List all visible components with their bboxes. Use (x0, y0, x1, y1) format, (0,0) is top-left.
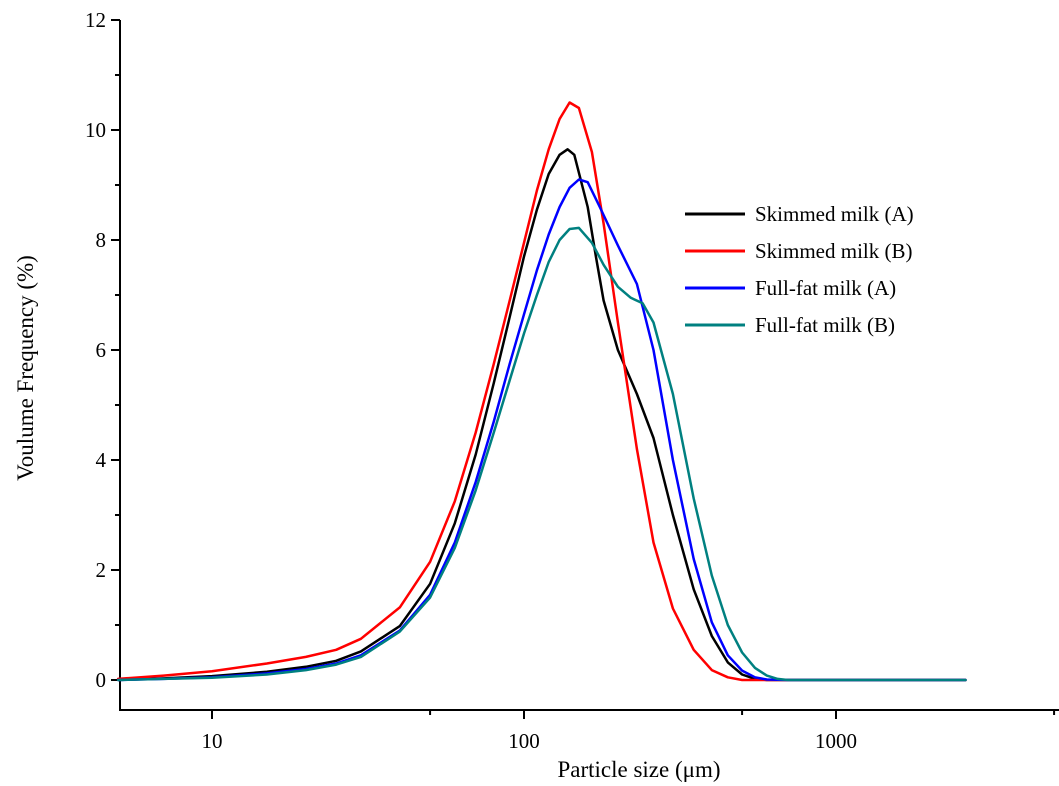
y-tick-label: 10 (85, 118, 106, 142)
x-tick-label: 100 (508, 729, 540, 753)
series-line-2 (116, 101, 967, 682)
series-line-4 (116, 226, 967, 682)
y-tick-label: 12 (85, 8, 106, 32)
series-line-3 (116, 178, 967, 682)
x-tick-label: 10 (202, 729, 223, 753)
series-lines (116, 101, 967, 682)
legend-label-1: Skimmed milk (A) (755, 202, 914, 226)
y-ticks: 0 2 4 6 8 10 12 (85, 8, 120, 692)
x-tick-label: 1000 (815, 729, 857, 753)
y-tick-label: 6 (96, 338, 107, 362)
legend-label-2: Skimmed milk (B) (755, 239, 913, 263)
x-axis-title: Particle size (μm) (557, 757, 720, 782)
y-axis-title: Voulume Frequency (%) (13, 255, 38, 481)
y-tick-label: 4 (96, 448, 107, 472)
y-tick-label: 2 (96, 558, 107, 582)
legend: Skimmed milk (A) Skimmed milk (B) Full-fat… (685, 202, 914, 337)
series-line-1 (116, 148, 967, 682)
y-tick-label: 8 (96, 228, 107, 252)
legend-label-4: Full-fat milk (B) (755, 313, 895, 337)
x-ticks: 10 100 1000 (202, 710, 1056, 753)
legend-label-3: Full-fat milk (A) (755, 276, 896, 300)
y-tick-label: 0 (96, 668, 107, 692)
axes (119, 20, 1059, 711)
